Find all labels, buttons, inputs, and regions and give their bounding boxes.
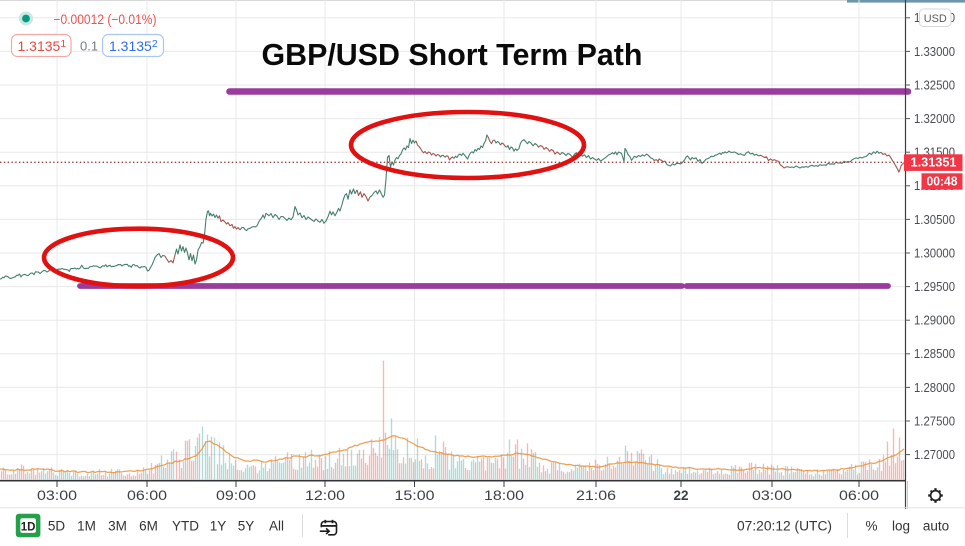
- svg-text:3M: 3M: [108, 519, 127, 534]
- svg-text:12:00: 12:00: [305, 488, 345, 503]
- svg-text:1.29500: 1.29500: [914, 280, 955, 294]
- svg-text:5D: 5D: [48, 519, 66, 534]
- svg-text:03:00: 03:00: [752, 488, 792, 503]
- svg-text:15:00: 15:00: [395, 488, 435, 503]
- svg-text:GBP/USD Short Term Path: GBP/USD Short Term Path: [262, 38, 643, 72]
- svg-text:1.27000: 1.27000: [914, 448, 955, 462]
- svg-text:22: 22: [673, 488, 688, 503]
- svg-text:0.1: 0.1: [80, 39, 98, 54]
- svg-text:1.28000: 1.28000: [914, 381, 955, 395]
- svg-text:1.30000: 1.30000: [914, 246, 955, 260]
- svg-text:1D: 1D: [21, 521, 36, 533]
- svg-text:6M: 6M: [139, 519, 158, 534]
- svg-text:1.27500: 1.27500: [914, 414, 955, 428]
- svg-text:18:00: 18:00: [484, 488, 524, 503]
- svg-text:1.32500: 1.32500: [914, 78, 955, 92]
- svg-text:06:00: 06:00: [127, 488, 167, 503]
- svg-text:auto: auto: [923, 519, 949, 534]
- svg-text:21:06: 21:06: [576, 488, 616, 503]
- svg-text:All: All: [269, 519, 284, 534]
- svg-text:1.29000: 1.29000: [914, 314, 955, 328]
- svg-text:1M: 1M: [77, 519, 96, 534]
- svg-text:−0.00012 (−0.01%): −0.00012 (−0.01%): [54, 12, 157, 27]
- svg-text:1.33000: 1.33000: [914, 45, 955, 59]
- svg-text:07:20:12 (UTC): 07:20:12 (UTC): [737, 519, 832, 534]
- svg-text:1.31351: 1.31351: [18, 38, 67, 54]
- svg-text:YTD: YTD: [172, 519, 199, 534]
- svg-text:03:00: 03:00: [37, 488, 77, 503]
- svg-text:log: log: [892, 519, 910, 534]
- svg-text:1Y: 1Y: [210, 519, 227, 534]
- svg-text:1.32000: 1.32000: [914, 112, 955, 126]
- svg-text:1.31351: 1.31351: [911, 156, 957, 170]
- svg-text:5Y: 5Y: [238, 519, 255, 534]
- svg-text:1.31352: 1.31352: [109, 38, 158, 54]
- svg-text:1.30500: 1.30500: [914, 213, 955, 227]
- svg-text:%: %: [865, 519, 877, 534]
- svg-text:1.28500: 1.28500: [914, 347, 955, 361]
- svg-text:USD: USD: [924, 13, 947, 25]
- svg-text:06:00: 06:00: [839, 488, 879, 503]
- svg-text:09:00: 09:00: [216, 488, 256, 503]
- svg-text:00:48: 00:48: [927, 174, 958, 188]
